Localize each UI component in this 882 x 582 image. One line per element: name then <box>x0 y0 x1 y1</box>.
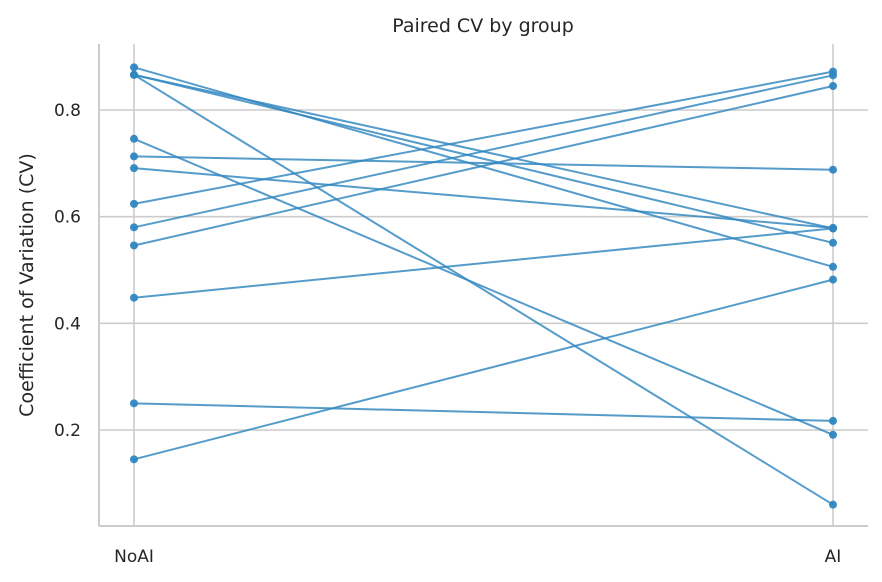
point-noai <box>130 70 138 79</box>
pair-line <box>133 137 834 436</box>
point-ai <box>829 224 837 233</box>
pair-line <box>133 227 834 299</box>
pair-line <box>133 73 834 506</box>
point-noai <box>130 399 138 408</box>
point-noai <box>130 455 138 464</box>
point-ai <box>829 275 837 284</box>
pair-line <box>133 167 834 229</box>
point-ai <box>829 165 837 174</box>
pair-line <box>133 278 834 461</box>
y-axis-label: Coefficient of Variation (CV) <box>16 153 38 417</box>
point-noai <box>130 134 138 143</box>
pair-line <box>133 74 834 229</box>
grid-lines <box>99 44 868 526</box>
point-noai <box>130 241 138 250</box>
y-tick-label: 0.2 <box>54 421 81 441</box>
axes <box>98 44 868 527</box>
x-tick-label-noai: NoAI <box>114 547 154 567</box>
pair-line <box>133 155 834 171</box>
y-tick-label: 0.6 <box>54 208 81 228</box>
point-noai <box>130 293 138 302</box>
point-ai <box>829 238 837 247</box>
pair-line <box>133 73 834 244</box>
chart-title: Paired CV by group <box>392 15 574 37</box>
point-noai <box>130 152 138 161</box>
point-ai <box>829 262 837 271</box>
pair-line <box>133 402 834 422</box>
point-noai <box>130 63 138 72</box>
tick-labels: 0.2 0.4 0.6 0.8 NoAI AI <box>54 101 841 567</box>
x-tick-label-ai: AI <box>825 547 842 567</box>
series <box>130 63 837 509</box>
point-ai <box>829 71 837 80</box>
pair-line <box>133 85 834 247</box>
y-tick-label: 0.8 <box>54 101 81 121</box>
point-ai <box>829 416 837 425</box>
point-ai <box>829 430 837 439</box>
point-ai <box>829 500 837 509</box>
point-noai <box>130 164 138 173</box>
y-tick-label: 0.4 <box>54 314 81 334</box>
point-noai <box>130 199 138 208</box>
point-noai <box>130 223 138 232</box>
point-ai <box>829 82 837 90</box>
pair-line <box>133 70 834 205</box>
